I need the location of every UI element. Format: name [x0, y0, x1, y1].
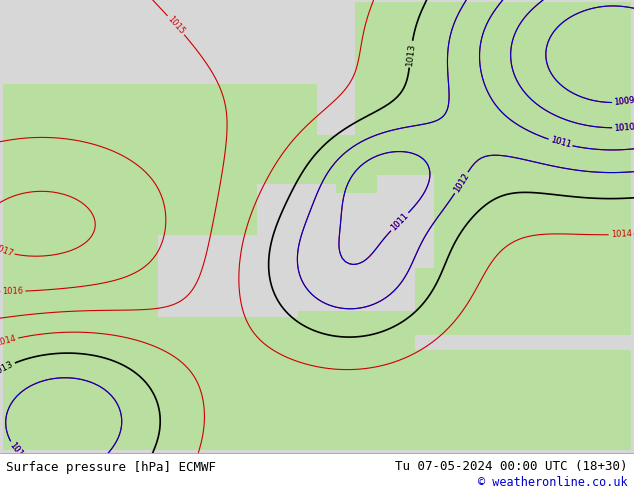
Text: 1012: 1012 — [452, 172, 471, 194]
Text: 1009: 1009 — [614, 96, 634, 107]
Text: © weatheronline.co.uk: © weatheronline.co.uk — [478, 476, 628, 489]
Text: 1017: 1017 — [0, 243, 14, 258]
Text: Tu 07-05-2024 00:00 UTC (18+30): Tu 07-05-2024 00:00 UTC (18+30) — [395, 460, 628, 473]
Text: 1014: 1014 — [611, 230, 632, 239]
Text: 1012: 1012 — [8, 441, 28, 463]
Text: 1013: 1013 — [0, 360, 15, 378]
Text: 1012: 1012 — [452, 172, 471, 194]
Text: 1016: 1016 — [2, 287, 23, 296]
Text: 1010: 1010 — [614, 122, 634, 132]
Text: 1010: 1010 — [614, 122, 634, 132]
Text: 1014: 1014 — [0, 334, 17, 348]
Text: 1012: 1012 — [8, 441, 28, 463]
Text: 1011: 1011 — [389, 211, 410, 232]
Text: 1015: 1015 — [165, 14, 186, 36]
Text: Surface pressure [hPa] ECMWF: Surface pressure [hPa] ECMWF — [6, 462, 216, 474]
Text: 1009: 1009 — [614, 96, 634, 107]
Text: 1011: 1011 — [389, 211, 410, 232]
Text: 1011: 1011 — [549, 136, 572, 150]
Text: 1011: 1011 — [549, 136, 572, 150]
Text: 1013: 1013 — [405, 42, 417, 66]
